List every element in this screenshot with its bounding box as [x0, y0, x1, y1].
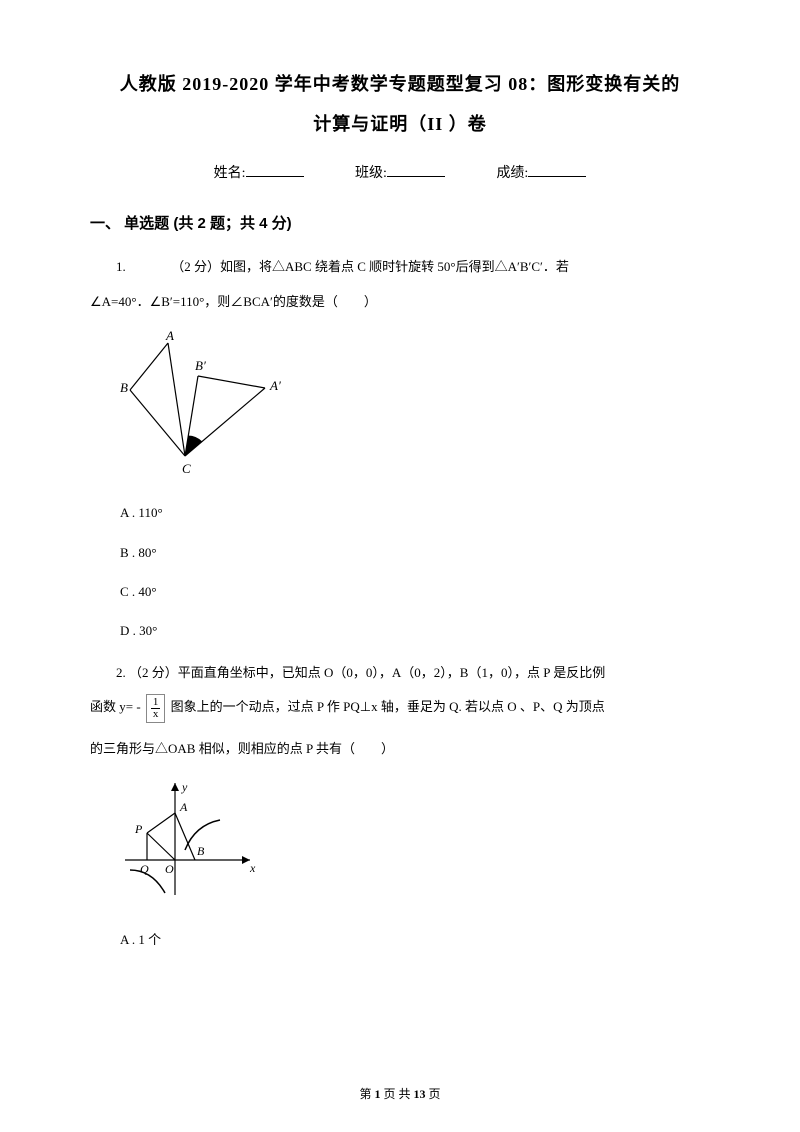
q2-label-o: O — [165, 862, 174, 876]
q1-label-a: A — [165, 328, 174, 343]
q2-frac-den: x — [151, 709, 161, 720]
score-blank — [528, 163, 586, 177]
q1-option-a: A . 110° — [120, 501, 710, 524]
q1-label-c: C — [182, 461, 191, 476]
score-label: 成绩: — [496, 166, 528, 181]
q1-option-d: D . 30° — [120, 619, 710, 642]
class-label: 班级: — [355, 166, 387, 181]
q2-text-line3: 的三角形与△OAB 相似，则相应的点 P 共有（ ） — [90, 735, 710, 764]
q1-label-b: B — [120, 380, 128, 395]
class-blank — [387, 163, 445, 177]
footer-b: 页 共 — [380, 1087, 413, 1101]
q2-option-a: A . 1 个 — [120, 928, 710, 951]
q1-option-b: B . 80° — [120, 541, 710, 564]
q1-text-line1: 1. （2 分）如图，将△ABC 绕着点 C 顺时针旋转 50°后得到△A′B′… — [90, 253, 710, 282]
q1-label-bp: B′ — [195, 358, 206, 373]
q1-option-c: C . 40° — [120, 580, 710, 603]
title-line-1: 人教版 2019-2020 学年中考数学专题题型复习 08：图形变换有关的 — [90, 70, 710, 96]
section-1-header: 一、 单选题 (共 2 题；共 4 分) — [90, 212, 710, 233]
student-info-row: 姓名: 班级: 成绩: — [90, 162, 710, 182]
page-footer: 第 1 页 共 13 页 — [0, 1085, 800, 1102]
q2-label-a: A — [179, 800, 188, 814]
q2-fraction: 1 x — [146, 694, 166, 723]
q1-text-line2: ∠A=40°．∠B′=110°，则∠BCA′的度数是（ ） — [90, 288, 710, 317]
name-blank — [246, 163, 304, 177]
q2-label-q: Q — [140, 862, 149, 876]
q1-label-ap: A′ — [269, 378, 281, 393]
name-label: 姓名: — [214, 166, 246, 181]
q2-label-b: B — [197, 844, 205, 858]
footer-a: 第 — [359, 1087, 374, 1101]
q2-label-p: P — [134, 822, 143, 836]
footer-c: 页 — [426, 1087, 441, 1101]
q1-figure: A B B′ A′ C — [120, 328, 710, 483]
q2-line2-a: 函数 y= - — [90, 699, 141, 714]
q2-text-line1: 2. （2 分）平面直角坐标中，已知点 O（0，0），A（0，2），B（1，0）… — [90, 659, 710, 688]
q2-figure: y x A B P Q O — [120, 775, 710, 910]
q2-text-line2: 函数 y= - 1 x 图象上的一个动点，过点 P 作 PQ⊥x 轴，垂足为 Q… — [90, 693, 710, 723]
q2-label-y: y — [181, 780, 188, 794]
title-line-2: 计算与证明（II ）卷 — [90, 110, 710, 136]
q2-label-x: x — [249, 861, 256, 875]
q2-line2-b: 图象上的一个动点，过点 P 作 PQ⊥x 轴，垂足为 Q. 若以点 O 、P、Q… — [171, 699, 605, 714]
footer-total: 13 — [414, 1087, 426, 1101]
